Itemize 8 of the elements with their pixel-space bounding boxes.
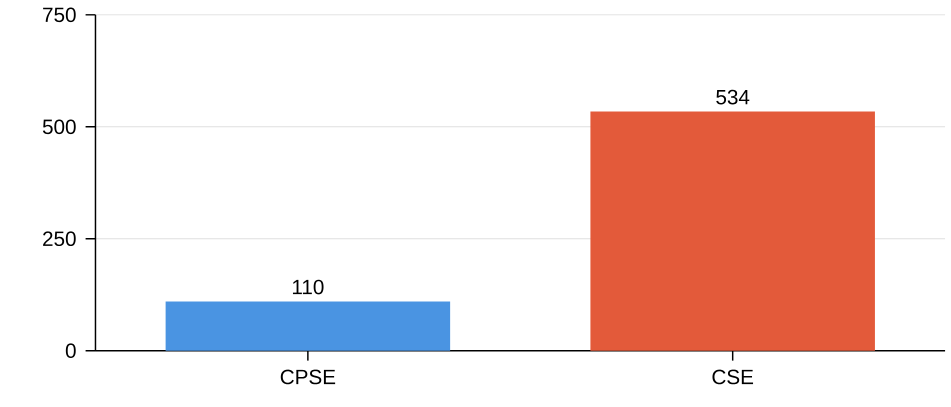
x-tick-label: CSE [712, 370, 754, 384]
y-tick-label: 0 [66, 343, 76, 358]
y-tick-label: 250 [43, 231, 76, 246]
data-label: 534 [716, 90, 750, 104]
data-label: 110 [292, 280, 324, 294]
y-tick-label: 500 [42, 119, 76, 134]
x-tick-label: CPSE [280, 370, 336, 384]
y-tick-label: 750 [43, 7, 76, 22]
